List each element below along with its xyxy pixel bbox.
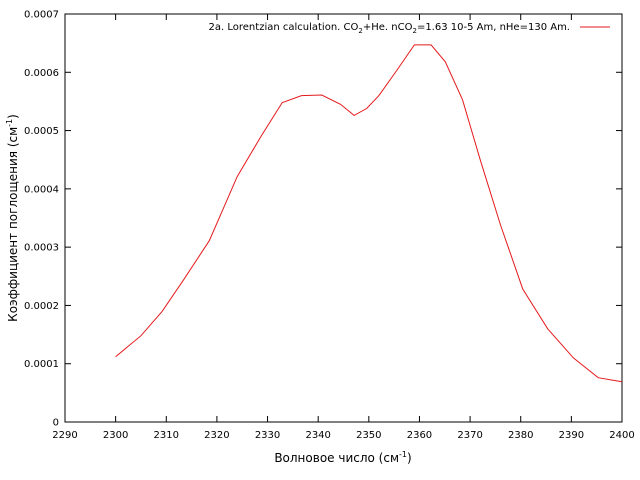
y-tick-label: 0.0001 xyxy=(24,359,59,370)
y-tick-label: 0.0007 xyxy=(24,10,59,21)
x-tick-label: 2380 xyxy=(508,430,533,441)
x-tick-label: 2400 xyxy=(609,430,634,441)
y-tick-label: 0.0002 xyxy=(24,301,59,312)
x-tick-label: 2340 xyxy=(305,430,330,441)
legend-text-part: 2 xyxy=(358,27,362,35)
legend-label: 2a. Lorentzian calculation. CO2+He. nCO2… xyxy=(209,22,570,35)
x-tick-label: 2390 xyxy=(559,430,584,441)
series-layer xyxy=(115,44,623,383)
x-tick-label: 2330 xyxy=(255,430,280,441)
legend: 2a. Lorentzian calculation. CO2+He. nCO2… xyxy=(209,22,610,35)
y-tick-label: 0.0003 xyxy=(24,243,59,254)
x-tick-label: 2310 xyxy=(154,430,179,441)
y-tick-label: 0.0005 xyxy=(24,126,59,137)
legend-text-part: 2 xyxy=(412,27,416,35)
legend-text-part: 2a. Lorentzian calculation. CO xyxy=(209,22,359,33)
legend-text-part: +He. nCO xyxy=(363,22,413,33)
legend-text-part: =1.63 10-5 Am, nHe=130 Am. xyxy=(417,22,570,33)
x-axis-ticks: 2290 2300 2310 2320 2330 2340 2350 2360 2370 2380… xyxy=(52,14,635,441)
x-tick-label: 2290 xyxy=(52,430,77,441)
x-tick-label: 2360 xyxy=(407,430,432,441)
y-tick-label: 0.0006 xyxy=(24,68,59,79)
y-tick-label: 0.0004 xyxy=(24,184,59,195)
y-axis-ticks: 0 0.0001 0.0002 0.0003 0.0004 0.0005 0.0006 0.0… xyxy=(24,10,622,429)
x-tick-label: 2370 xyxy=(457,430,482,441)
y-tick-label: 0 xyxy=(53,418,59,429)
series-line xyxy=(115,44,623,383)
x-tick-label: 2320 xyxy=(204,430,229,441)
x-axis-label: Волновое число (см-1) xyxy=(274,450,411,465)
y-axis-label: Коэффициент поглощения (см-1) xyxy=(5,114,20,322)
x-tick-label: 2350 xyxy=(356,430,381,441)
plot-frame xyxy=(64,13,623,423)
x-tick-label: 2300 xyxy=(103,430,128,441)
